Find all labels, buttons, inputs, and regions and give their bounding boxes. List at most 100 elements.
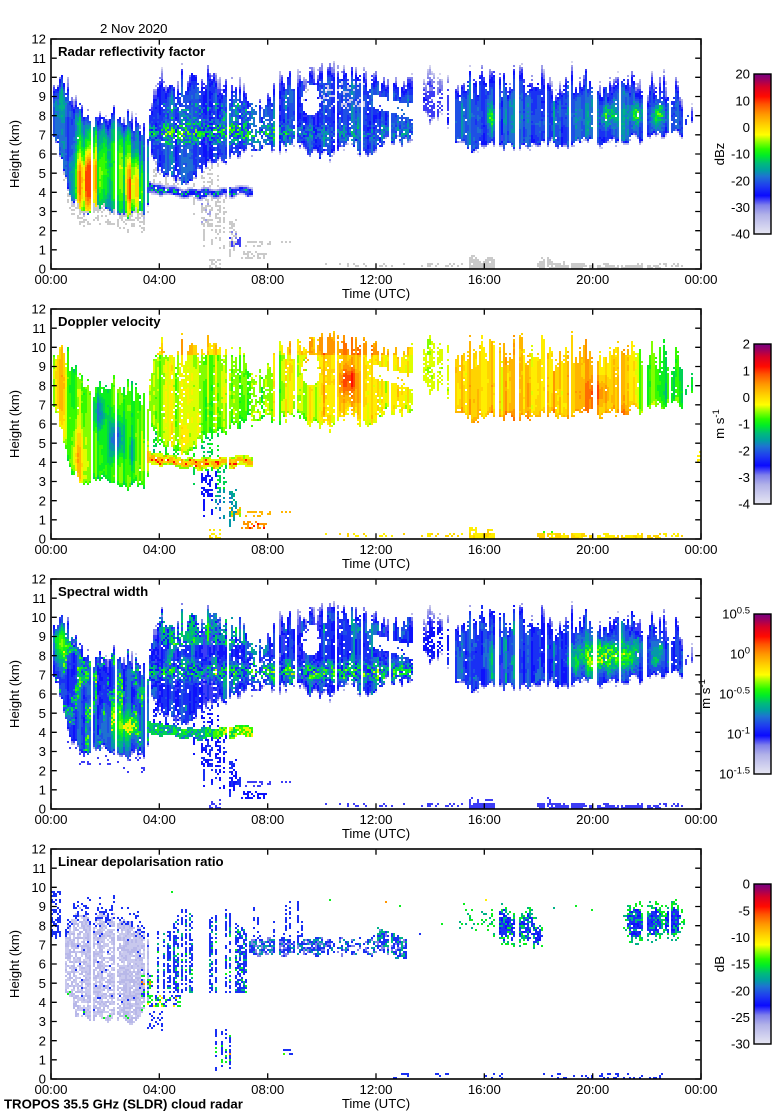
svg-text:Height (km): Height (km) [7,390,22,458]
svg-text:12:00: 12:00 [359,272,392,287]
svg-text:1: 1 [39,782,46,797]
svg-text:-5: -5 [738,903,750,918]
svg-text:7: 7 [39,397,46,412]
svg-text:Radar reflectivity factor: Radar reflectivity factor [58,44,205,59]
svg-text:16:00: 16:00 [468,542,501,557]
svg-text:Height (km): Height (km) [7,930,22,998]
svg-text:3: 3 [39,474,46,489]
svg-text:08:00: 08:00 [251,1082,284,1097]
svg-text:00:00: 00:00 [684,812,717,827]
svg-text:6: 6 [39,417,46,432]
svg-text:Height (km): Height (km) [7,120,22,188]
svg-text:-4: -4 [738,497,750,512]
svg-text:1: 1 [743,363,750,378]
svg-text:9: 9 [39,629,46,644]
svg-text:5: 5 [39,706,46,721]
svg-text:-1: -1 [738,417,750,432]
svg-text:9: 9 [39,359,46,374]
svg-text:Doppler velocity: Doppler velocity [58,314,161,329]
svg-text:16:00: 16:00 [468,1082,501,1097]
svg-text:16:00: 16:00 [468,272,501,287]
svg-text:12: 12 [31,32,46,47]
svg-text:00:00: 00:00 [684,1082,717,1097]
svg-text:0: 0 [39,802,46,817]
svg-text:12: 12 [31,572,46,587]
svg-text:10: 10 [31,340,46,355]
svg-text:-30: -30 [731,200,750,215]
svg-text:04:00: 04:00 [143,272,176,287]
svg-text:4: 4 [39,995,46,1010]
svg-text:10: 10 [31,610,46,625]
svg-text:11: 11 [32,51,46,66]
svg-text:5: 5 [39,436,46,451]
svg-text:20:00: 20:00 [576,272,609,287]
svg-text:11: 11 [32,321,46,336]
svg-text:5: 5 [39,976,46,991]
svg-text:00:00: 00:00 [34,812,67,827]
svg-text:Spectral width: Spectral width [58,584,148,599]
svg-text:-30: -30 [731,1037,750,1052]
svg-text:0: 0 [743,120,750,135]
svg-text:3: 3 [39,744,46,759]
svg-text:12:00: 12:00 [359,1082,392,1097]
svg-text:08:00: 08:00 [251,812,284,827]
svg-text:20:00: 20:00 [576,1082,609,1097]
svg-text:1: 1 [39,1052,46,1067]
svg-text:2: 2 [39,223,46,238]
svg-text:00:00: 00:00 [684,272,717,287]
svg-text:3: 3 [39,204,46,219]
svg-text:-10: -10 [731,930,750,945]
svg-text:-2: -2 [738,443,750,458]
svg-text:00:00: 00:00 [684,542,717,557]
svg-text:7: 7 [39,937,46,952]
svg-text:16:00: 16:00 [468,812,501,827]
svg-text:-20: -20 [731,173,750,188]
svg-text:Time (UTC): Time (UTC) [342,556,410,571]
svg-text:8: 8 [39,378,46,393]
svg-text:04:00: 04:00 [143,812,176,827]
svg-text:10: 10 [31,880,46,895]
svg-text:-25: -25 [731,1010,750,1025]
svg-text:6: 6 [39,687,46,702]
svg-text:04:00: 04:00 [143,1082,176,1097]
svg-text:8: 8 [39,648,46,663]
svg-text:04:00: 04:00 [143,542,176,557]
svg-text:8: 8 [39,918,46,933]
svg-text:12:00: 12:00 [359,542,392,557]
svg-text:-10: -10 [731,147,750,162]
svg-text:12: 12 [31,842,46,857]
svg-text:2: 2 [743,337,750,352]
svg-text:0: 0 [743,877,750,892]
svg-text:0: 0 [39,262,46,277]
svg-text:08:00: 08:00 [251,542,284,557]
svg-text:11: 11 [32,591,46,606]
svg-text:2: 2 [39,493,46,508]
svg-text:12:00: 12:00 [359,812,392,827]
svg-text:dBz: dBz [712,143,727,166]
svg-text:0: 0 [39,1072,46,1087]
svg-text:Time (UTC): Time (UTC) [342,1096,410,1111]
svg-text:20:00: 20:00 [576,542,609,557]
svg-text:1: 1 [39,512,46,527]
svg-text:Time (UTC): Time (UTC) [342,286,410,301]
svg-text:dB: dB [712,956,727,972]
svg-text:12: 12 [31,302,46,317]
svg-text:2 Nov 2020: 2 Nov 2020 [100,21,167,36]
svg-text:3: 3 [39,1014,46,1029]
svg-text:4: 4 [39,725,46,740]
svg-text:-40: -40 [731,227,750,242]
svg-text:Time (UTC): Time (UTC) [342,826,410,841]
svg-text:10: 10 [31,70,46,85]
svg-text:20:00: 20:00 [576,812,609,827]
svg-text:00:00: 00:00 [34,1082,67,1097]
svg-text:20: 20 [735,67,750,82]
svg-text:6: 6 [39,957,46,972]
svg-text:5: 5 [39,166,46,181]
svg-text:00:00: 00:00 [34,542,67,557]
svg-text:9: 9 [39,89,46,104]
svg-text:0: 0 [743,390,750,405]
svg-text:11: 11 [32,861,46,876]
svg-text:8: 8 [39,108,46,123]
svg-text:00:00: 00:00 [34,272,67,287]
svg-text:10: 10 [735,93,750,108]
